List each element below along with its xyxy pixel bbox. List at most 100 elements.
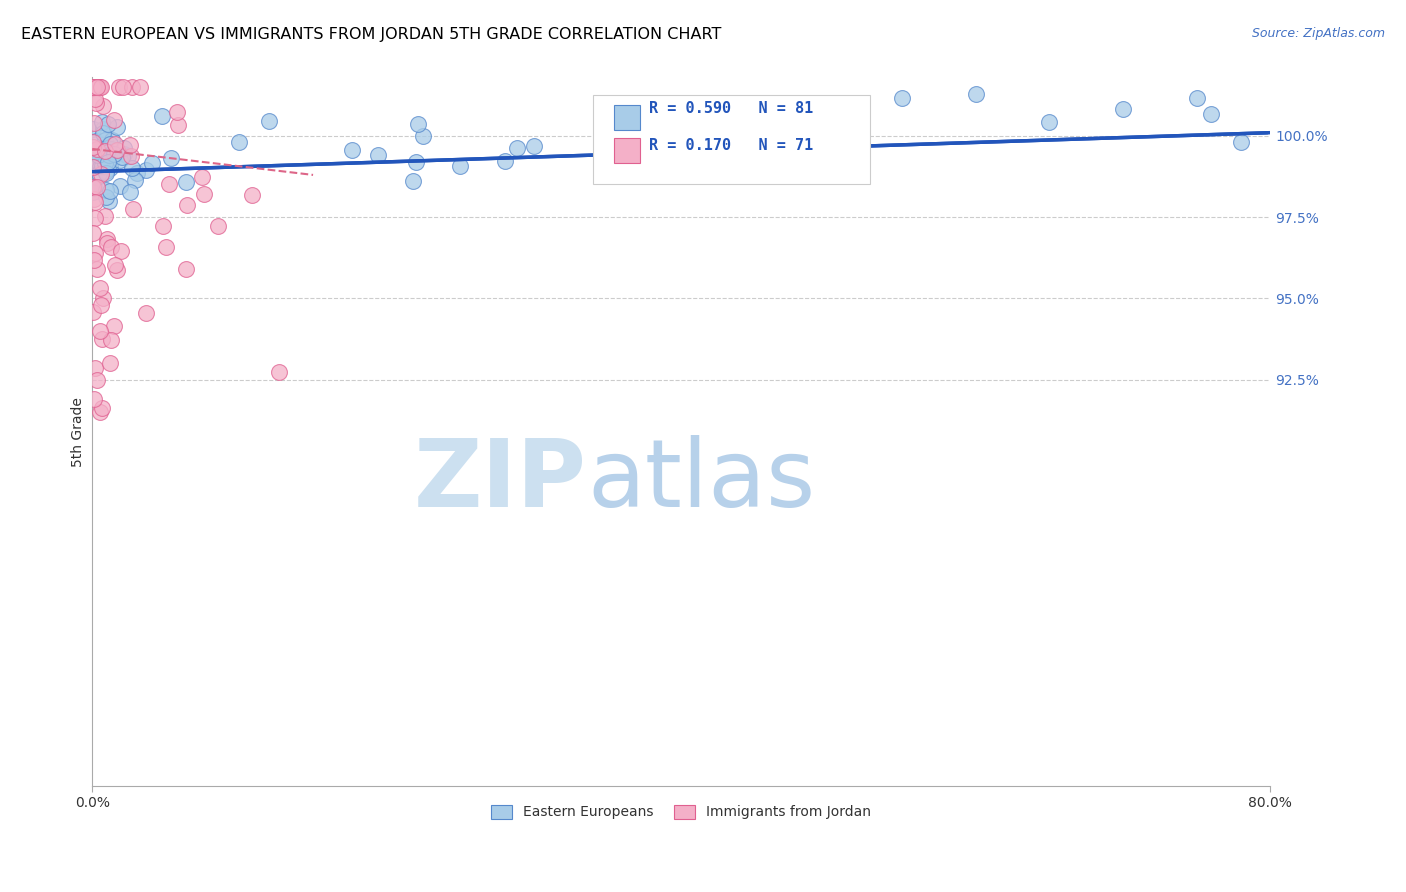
Point [87,80,110,95]
Point [267,365,290,379]
Point [91,99,114,113]
Point [83,253,105,268]
Point [166,118,188,132]
Point [259,114,281,128]
Point [84,211,107,225]
Point [89,405,111,419]
Point [405,155,427,169]
Point [82,181,104,195]
Point [83,193,105,207]
Point [110,178,132,193]
Point [97,145,120,160]
FancyBboxPatch shape [593,95,870,184]
Point [965,87,987,101]
Point [891,91,914,105]
Point [120,149,142,163]
Point [83,80,105,95]
Point [494,154,516,169]
Text: R = 0.170   N = 71: R = 0.170 N = 71 [650,138,814,153]
Point [135,305,157,319]
Point [124,173,146,187]
Point [82,158,104,172]
Point [87,152,110,166]
Point [86,142,108,156]
Point [207,219,229,234]
Point [135,162,157,177]
Point [89,324,111,338]
Point [110,244,132,258]
Point [174,261,197,276]
Point [103,147,125,161]
Point [406,117,429,131]
Point [84,96,107,111]
Text: atlas: atlas [586,435,815,527]
Point [82,122,104,136]
Point [97,148,120,162]
Point [97,154,120,169]
Point [228,135,250,149]
Point [90,160,112,174]
Point [1185,91,1208,105]
Point [84,143,107,157]
Point [90,298,112,312]
Point [150,109,173,123]
Point [596,152,619,166]
Point [96,236,118,251]
Point [120,137,142,152]
Point [89,281,111,295]
Point [89,80,111,95]
Point [817,119,839,133]
Point [89,151,111,165]
Text: ZIP: ZIP [415,435,586,527]
Point [90,159,112,173]
Point [96,145,118,159]
Point [127,165,149,179]
Point [100,142,122,156]
Point [367,147,389,161]
Point [97,117,120,131]
Point [744,129,766,144]
Point [523,139,546,153]
Point [240,187,263,202]
Point [401,174,423,188]
Point [94,190,117,204]
Point [91,291,114,305]
Point [90,80,112,95]
Point [176,197,198,211]
Point [100,240,122,254]
Y-axis label: 5th Grade: 5th Grade [72,397,86,467]
Point [83,116,105,130]
Point [176,175,198,189]
Point [1112,102,1135,116]
Point [94,183,117,197]
Point [105,263,128,277]
Point [105,120,128,134]
Point [1229,135,1251,149]
Point [89,161,111,175]
Point [94,166,117,180]
Point [83,392,105,406]
Point [96,232,118,246]
Point [155,240,177,254]
Point [93,144,115,158]
Point [83,246,105,260]
Point [87,166,110,180]
Point [104,136,127,151]
Point [86,180,108,194]
Point [86,80,108,95]
Point [157,177,180,191]
Point [86,261,108,276]
Point [82,135,104,149]
Point [87,148,110,162]
Point [94,164,117,178]
Point [107,80,129,95]
Point [94,133,117,147]
Point [89,153,111,167]
Point [111,80,134,95]
Point [160,152,183,166]
Point [103,319,125,334]
Point [449,159,471,173]
Point [104,258,127,272]
Point [84,157,107,171]
Point [671,100,693,114]
